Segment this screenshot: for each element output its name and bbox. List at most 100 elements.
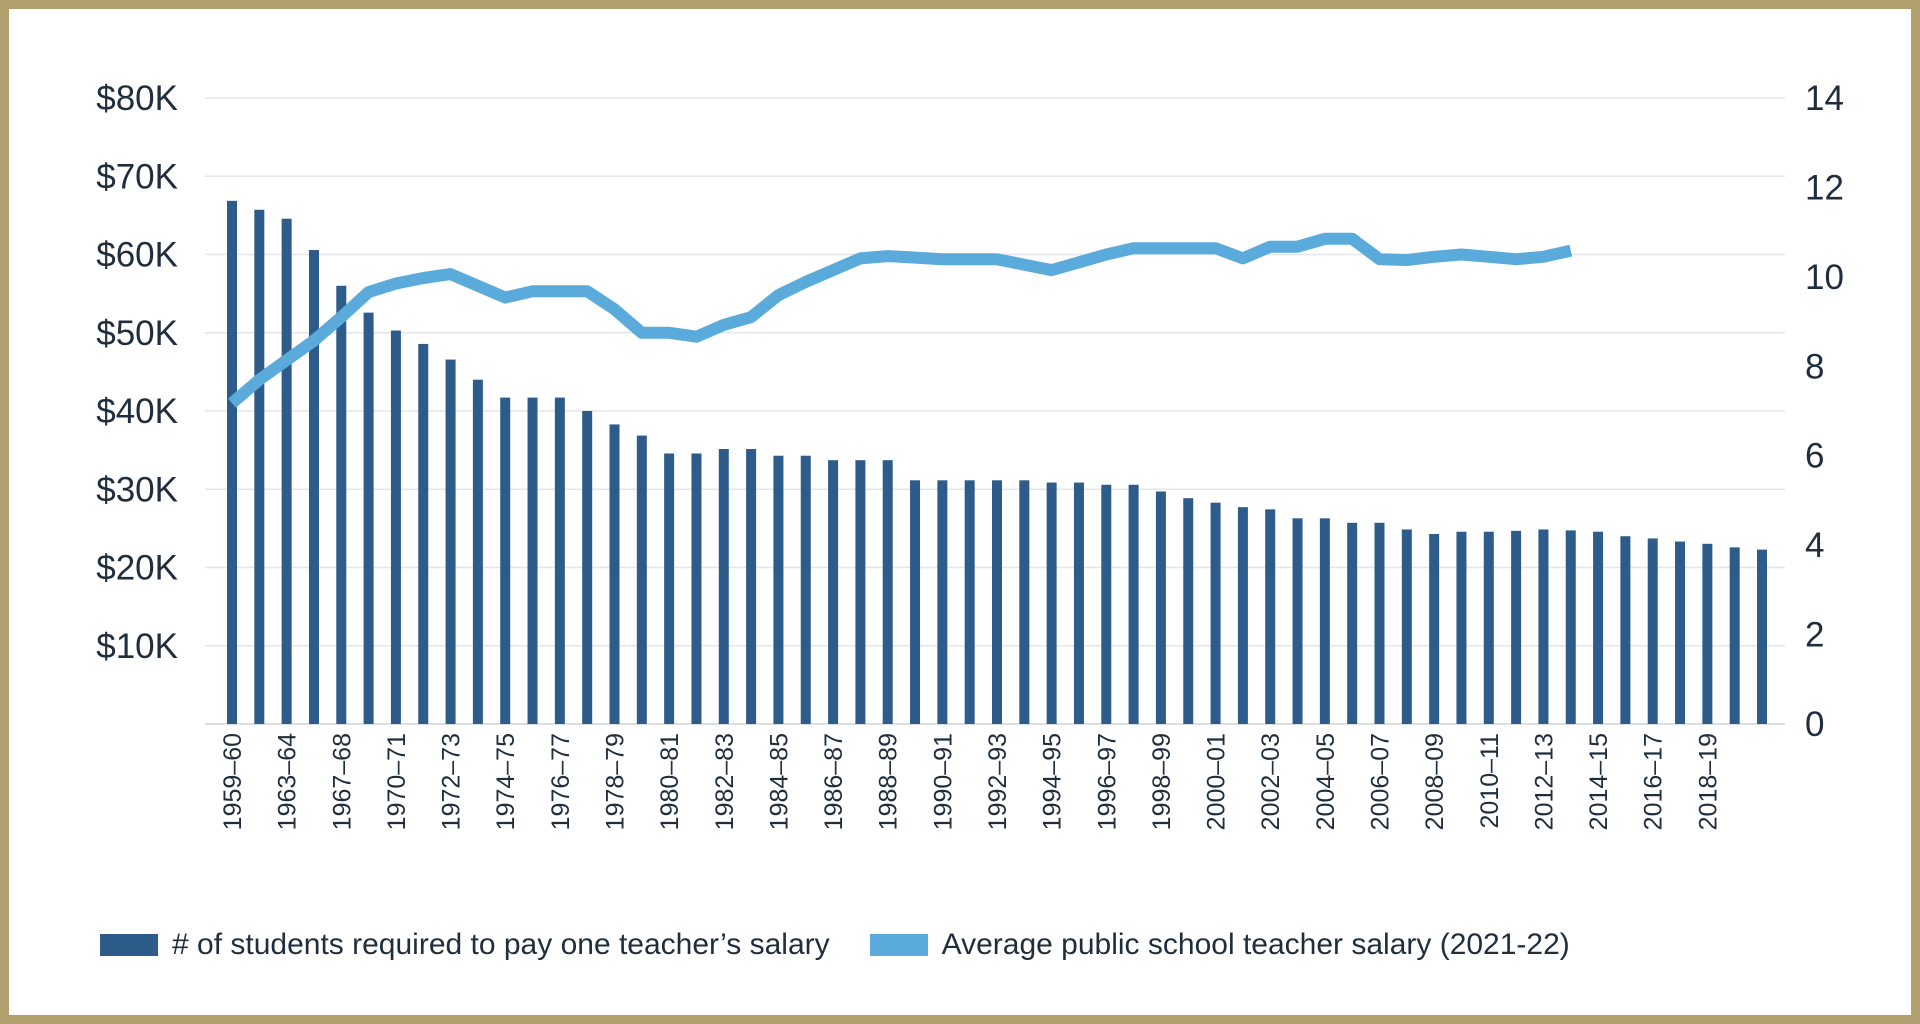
- x-tick-label: 2016–17: [1640, 733, 1668, 830]
- bar: [500, 397, 511, 724]
- x-tick-label: 1976–77: [547, 733, 575, 830]
- y-right-tick-label: 2: [1805, 616, 1824, 655]
- x-tick-label: 2002–03: [1257, 733, 1285, 830]
- legend-swatch-line: [869, 934, 928, 956]
- x-axis: 1959–60 1963–64 1967–68 1970–71 1972–73 1974–…: [219, 733, 1722, 830]
- x-tick-label: 1996–97: [1093, 733, 1121, 830]
- x-tick-label: 1980–81: [656, 733, 684, 830]
- y-left-tick-label: $10K: [96, 627, 178, 666]
- bar: [1429, 533, 1440, 724]
- y-left-tick-label: $20K: [96, 549, 178, 588]
- bar: [1757, 549, 1767, 724]
- x-tick-label: 1998–99: [1148, 733, 1176, 830]
- x-tick-label: 2008–09: [1421, 733, 1449, 830]
- x-tick-label: 2004–05: [1312, 733, 1340, 830]
- x-tick-label: 1986–87: [820, 733, 848, 830]
- x-tick-label: 1963–64: [274, 733, 302, 830]
- y-left-tick-label: $60K: [96, 236, 178, 275]
- bar: [554, 397, 565, 724]
- bar: [1511, 530, 1522, 724]
- bar: [828, 460, 839, 724]
- x-tick-label: 1959–60: [219, 733, 247, 830]
- bar: [1019, 480, 1030, 724]
- y-right-tick-label: 4: [1805, 526, 1824, 565]
- bar-series: [227, 200, 1767, 725]
- bar: [1456, 531, 1467, 724]
- bar: [910, 480, 921, 724]
- bar: [1183, 498, 1194, 724]
- bar: [418, 343, 429, 724]
- y-right-tick-label: 8: [1805, 347, 1824, 386]
- bar: [1538, 529, 1549, 724]
- bar: [1210, 502, 1221, 724]
- x-tick-label: 2006–07: [1367, 733, 1395, 830]
- x-tick-label: 1984–85: [765, 733, 793, 830]
- x-tick-label: 1974–75: [492, 733, 520, 830]
- bar: [800, 455, 811, 724]
- x-tick-label: 2018–19: [1694, 733, 1722, 830]
- bar: [1374, 522, 1385, 724]
- x-tick-label: 1967–68: [328, 733, 356, 830]
- legend-item-students: # of students required to pay one teache…: [100, 928, 830, 962]
- x-tick-label: 1982–83: [711, 733, 739, 830]
- y-right-tick-label: 6: [1805, 437, 1824, 476]
- bar: [1702, 543, 1713, 724]
- bar: [363, 312, 374, 724]
- y-left-tick-label: $50K: [96, 314, 178, 353]
- bar: [1265, 509, 1276, 724]
- x-tick-label: 2010–11: [1476, 733, 1504, 828]
- bar: [254, 209, 265, 725]
- y-left-tick-label: $40K: [96, 392, 178, 431]
- bar: [308, 250, 319, 724]
- x-tick-label: 1990–91: [929, 733, 957, 830]
- bar: [1593, 531, 1604, 724]
- x-tick-label: 1992–93: [984, 733, 1012, 830]
- x-tick-label: 1988–89: [875, 733, 903, 830]
- bar: [527, 397, 538, 724]
- bar: [1292, 518, 1303, 724]
- bar: [664, 453, 675, 724]
- y-right-tick-label: 0: [1805, 705, 1824, 744]
- right-axis: 0 2 4 6 8 10 12 14: [1805, 79, 1844, 744]
- bar: [691, 453, 702, 724]
- x-tick-label: 1994–95: [1039, 733, 1067, 830]
- bar: [582, 411, 593, 724]
- y-left-tick-label: $30K: [96, 470, 178, 509]
- bar: [1729, 547, 1740, 724]
- bar: [445, 359, 456, 724]
- bar: [1647, 538, 1658, 724]
- bar: [1128, 484, 1139, 724]
- bar: [746, 449, 757, 724]
- bar: [1101, 484, 1112, 724]
- bar: [1401, 529, 1412, 724]
- bar: [336, 285, 347, 724]
- bar: [773, 455, 784, 724]
- bar: [855, 460, 866, 724]
- bar: [1620, 536, 1631, 724]
- x-tick-label: 1970–71: [383, 733, 411, 830]
- bar: [1073, 482, 1084, 724]
- bar: [472, 379, 483, 724]
- left-axis: $10K $20K $30K $40K $50K $60K $70K $80K: [96, 79, 178, 666]
- legend: # of students required to pay one teache…: [100, 928, 1610, 962]
- y-left-tick-label: $80K: [96, 79, 178, 118]
- bar: [1675, 541, 1686, 724]
- legend-item-salary: Average public school teacher salary (20…: [869, 928, 1570, 962]
- bar: [227, 200, 237, 725]
- y-right-tick-label: 14: [1805, 79, 1844, 118]
- bar: [992, 480, 1002, 724]
- y-right-tick-label: 10: [1805, 258, 1844, 297]
- bar: [609, 424, 620, 724]
- bar: [937, 480, 948, 724]
- bar: [964, 480, 975, 724]
- bar: [1046, 482, 1057, 724]
- bar: [1155, 491, 1166, 724]
- bar: [1319, 518, 1330, 724]
- salary-line: [228, 232, 1573, 408]
- x-tick-label: 2012–13: [1530, 733, 1558, 830]
- bar: [1237, 507, 1248, 724]
- bar: [718, 449, 729, 724]
- x-tick-label: 1972–73: [438, 733, 466, 830]
